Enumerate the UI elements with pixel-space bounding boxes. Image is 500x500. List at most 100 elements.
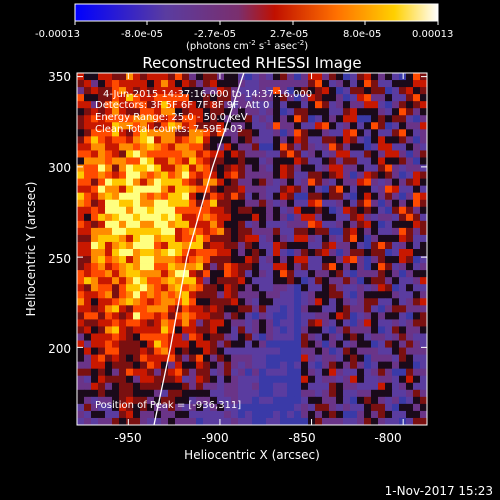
image-pixel [231, 312, 239, 320]
image-pixel [140, 143, 148, 151]
image-pixel [119, 298, 127, 306]
image-pixel [343, 354, 351, 363]
image-pixel [126, 249, 134, 257]
image-pixel [315, 298, 323, 306]
image-pixel [224, 178, 232, 187]
image-pixel [203, 80, 211, 88]
image-pixel [308, 206, 316, 215]
image-pixel [308, 270, 316, 278]
image-pixel [196, 333, 204, 341]
image-pixel [343, 361, 351, 370]
image-pixel [399, 375, 407, 384]
image-pixel [126, 220, 134, 229]
image-pixel [252, 291, 260, 299]
image-pixel [98, 108, 106, 116]
image-pixel [189, 312, 197, 320]
image-pixel [413, 108, 421, 116]
image-pixel [420, 277, 427, 285]
image-pixel [175, 122, 183, 130]
image-pixel [329, 403, 337, 412]
image-pixel [105, 94, 113, 102]
image-pixel [168, 227, 176, 236]
image-pixel [217, 108, 225, 116]
image-pixel [413, 312, 421, 320]
image-pixel [112, 87, 120, 95]
image-pixel [84, 150, 92, 158]
image-pixel [301, 101, 309, 109]
image-pixel [77, 354, 85, 363]
image-pixel [294, 143, 302, 151]
image-pixel [252, 249, 260, 257]
image-pixel [322, 178, 330, 187]
image-pixel [133, 298, 141, 306]
image-pixel [189, 122, 197, 130]
image-pixel [112, 403, 120, 412]
y-tick-label: 350 [48, 70, 71, 84]
image-pixel [168, 375, 176, 384]
image-pixel [203, 249, 211, 257]
image-pixel [259, 80, 267, 88]
image-pixel [364, 199, 372, 208]
image-pixel [126, 291, 134, 299]
image-pixel [91, 368, 99, 377]
image-pixel [119, 157, 127, 165]
image-pixel [154, 80, 162, 88]
image-pixel [189, 129, 197, 137]
image-pixel [406, 256, 414, 264]
image-pixel [294, 80, 302, 88]
image-pixel [84, 347, 92, 355]
image-pixel [112, 326, 120, 334]
image-pixel [196, 347, 204, 355]
image-pixel [371, 417, 379, 425]
image-pixel [238, 101, 246, 109]
image-pixel [406, 108, 414, 116]
image-pixel [224, 199, 232, 208]
image-pixel [350, 312, 358, 320]
image-pixel [343, 73, 351, 81]
image-pixel [189, 417, 197, 425]
image-pixel [119, 115, 127, 123]
image-pixel [378, 87, 386, 95]
image-pixel [196, 178, 204, 187]
image-pixel [168, 171, 176, 179]
image-pixel [119, 319, 127, 327]
image-pixel [322, 340, 330, 348]
image-pixel [294, 206, 302, 215]
image-pixel [336, 108, 344, 116]
image-pixel [217, 375, 225, 384]
image-pixel [133, 333, 141, 341]
image-pixel [364, 136, 372, 144]
image-pixel [140, 206, 148, 215]
image-pixel [287, 178, 295, 187]
image-pixel [98, 368, 106, 377]
image-pixel [273, 298, 281, 306]
image-pixel [210, 333, 218, 341]
image-pixel [203, 178, 211, 187]
x-tick-label: -850 [288, 431, 315, 445]
image-pixel [315, 185, 323, 194]
image-pixel [224, 87, 232, 95]
image-pixel [252, 368, 260, 377]
image-pixel [245, 213, 253, 222]
image-pixel [203, 115, 211, 123]
image-pixel [133, 417, 141, 425]
image-pixel [210, 298, 218, 306]
image-pixel [259, 122, 267, 130]
image-pixel [217, 101, 225, 109]
image-pixel [231, 396, 239, 405]
image-pixel [315, 354, 323, 363]
colorbar: -0.00013 -8.0e-05 -2.7e-05 2.7e-05 8.0e-… [35, 3, 453, 52]
image-pixel [294, 94, 302, 102]
image-pixel [315, 87, 323, 95]
image-pixel [336, 80, 344, 88]
image-pixel [301, 410, 309, 419]
image-pixel [98, 319, 106, 327]
image-pixel [217, 347, 225, 355]
image-pixel [287, 157, 295, 165]
image-pixel [105, 333, 113, 341]
image-pixel [259, 101, 267, 109]
image-pixel [420, 129, 427, 137]
image-pixel [147, 417, 155, 425]
image-pixel [231, 417, 239, 425]
image-pixel [203, 368, 211, 377]
